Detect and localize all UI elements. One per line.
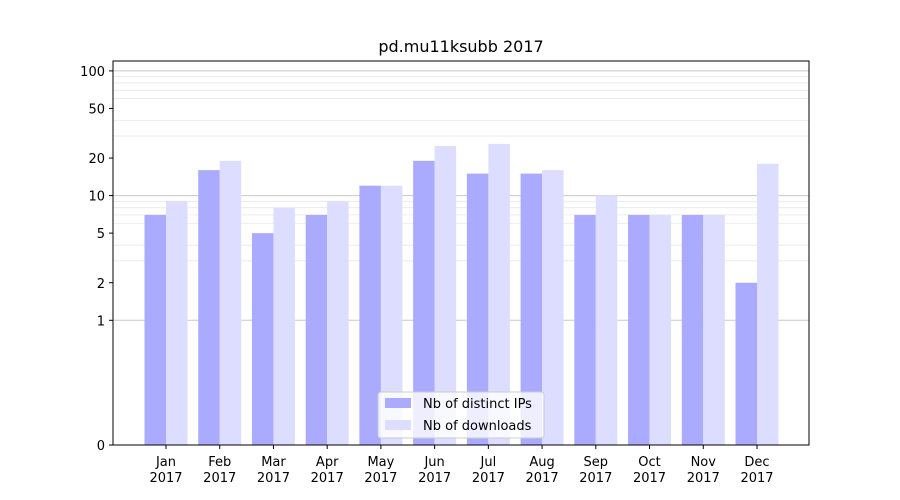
y-tick-label: 0 [97, 439, 105, 454]
bar-distinct-ips [144, 214, 166, 445]
bar-downloads [703, 214, 725, 445]
bar-downloads [595, 195, 618, 445]
bar-distinct-ips [198, 170, 220, 445]
bar-distinct-ips [735, 282, 757, 445]
legend-swatch-distinct-ips [385, 398, 411, 408]
x-tick-label-year: 2017 [311, 471, 344, 486]
y-tick-label: 50 [88, 102, 105, 117]
legend-box [377, 391, 545, 439]
x-tick-label-month: Mar [261, 455, 286, 470]
y-tick-label: 5 [97, 227, 105, 242]
x-axis: Jan2017Feb2017Mar2017Apr2017May2017Jun20… [149, 445, 774, 486]
x-tick-label-month: Jan [155, 455, 176, 470]
y-tick-label: 20 [88, 152, 105, 167]
bar-distinct-ips [359, 185, 381, 445]
bar-downloads [380, 185, 403, 445]
bar-distinct-ips [520, 173, 543, 445]
x-tick-label-year: 2017 [257, 471, 290, 486]
x-tick-label-year: 2017 [687, 471, 720, 486]
legend-label-distinct-ips: Nb of distinct IPs [423, 397, 532, 412]
y-tick-label: 1 [97, 314, 105, 329]
bar-distinct-ips [305, 214, 328, 445]
bar-downloads [757, 163, 779, 445]
x-tick-label-month: Aug [529, 455, 554, 470]
bar-distinct-ips [413, 160, 435, 445]
x-tick-label-year: 2017 [526, 471, 559, 486]
x-tick-label-year: 2017 [203, 471, 236, 486]
x-tick-label-year: 2017 [149, 471, 182, 486]
bar-distinct-ips [574, 214, 596, 445]
x-tick-label-month: May [367, 455, 394, 470]
bar-downloads [219, 160, 242, 445]
x-tick-label-month: Sep [584, 455, 609, 470]
bar-downloads [327, 201, 349, 445]
x-tick-label-year: 2017 [472, 471, 505, 486]
bar-downloads [488, 143, 510, 446]
bar-distinct-ips [466, 173, 489, 445]
legend: Nb of distinct IPs Nb of downloads [377, 391, 545, 439]
x-tick-label-year: 2017 [579, 471, 612, 486]
x-tick-label-year: 2017 [633, 471, 666, 486]
y-tick-label: 2 [97, 277, 105, 292]
bars [144, 143, 779, 446]
bar-downloads [542, 170, 564, 445]
x-tick-label-month: Jul [480, 455, 497, 470]
x-tick-label-year: 2017 [364, 471, 397, 486]
bar-downloads [434, 145, 457, 446]
legend-label-downloads: Nb of downloads [423, 419, 532, 434]
x-tick-label-month: Dec [744, 455, 769, 470]
bar-distinct-ips [628, 214, 650, 445]
bar-distinct-ips [251, 233, 274, 445]
x-tick-label-month: Oct [638, 455, 660, 470]
x-tick-label-month: Jun [423, 455, 444, 470]
y-tick-label: 100 [80, 65, 105, 80]
bar-distinct-ips [681, 214, 704, 445]
chart-title: pd.mu11ksubb 2017 [378, 37, 543, 56]
x-tick-label-month: Feb [208, 455, 231, 470]
y-tick-label: 10 [88, 190, 105, 205]
bar-downloads [166, 201, 188, 445]
y-axis: 0 1 2 5 10 20 50 100 [80, 65, 113, 454]
x-tick-label-year: 2017 [418, 471, 451, 486]
x-tick-label-month: Apr [316, 455, 339, 470]
x-tick-label-month: Nov [691, 455, 717, 470]
x-tick-label-year: 2017 [740, 471, 773, 486]
legend-swatch-downloads [385, 420, 411, 430]
bar-downloads [273, 207, 295, 445]
plot-frame [112, 60, 810, 446]
bar-downloads [649, 214, 672, 445]
